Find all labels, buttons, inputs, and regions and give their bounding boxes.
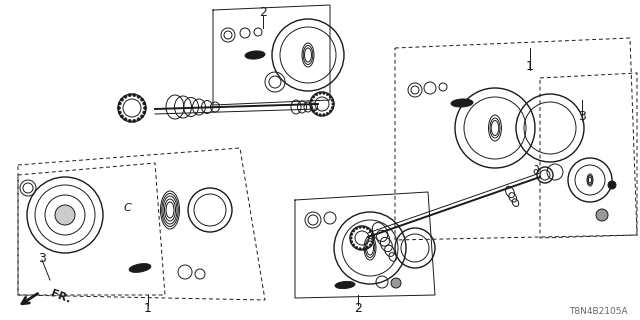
Text: FR.: FR. bbox=[49, 289, 72, 305]
Circle shape bbox=[351, 241, 353, 243]
Circle shape bbox=[310, 103, 312, 105]
Circle shape bbox=[332, 103, 334, 105]
Circle shape bbox=[55, 205, 75, 225]
Circle shape bbox=[120, 115, 124, 118]
Circle shape bbox=[366, 227, 369, 230]
Text: 1: 1 bbox=[144, 301, 152, 315]
Circle shape bbox=[366, 246, 369, 249]
Circle shape bbox=[120, 98, 124, 101]
Circle shape bbox=[353, 244, 355, 246]
Circle shape bbox=[371, 241, 374, 243]
Circle shape bbox=[372, 237, 374, 239]
Circle shape bbox=[140, 115, 143, 118]
Text: 1: 1 bbox=[526, 60, 534, 73]
Text: ∂: ∂ bbox=[532, 164, 540, 177]
Text: 3: 3 bbox=[578, 110, 586, 124]
Circle shape bbox=[369, 244, 372, 246]
Circle shape bbox=[143, 102, 146, 105]
Circle shape bbox=[326, 93, 329, 96]
Circle shape bbox=[355, 227, 358, 230]
Circle shape bbox=[608, 181, 616, 189]
Text: 2: 2 bbox=[259, 5, 267, 19]
Circle shape bbox=[137, 118, 140, 121]
Circle shape bbox=[143, 107, 147, 109]
Circle shape bbox=[329, 96, 332, 98]
Circle shape bbox=[312, 96, 315, 98]
Text: 2: 2 bbox=[354, 302, 362, 316]
Circle shape bbox=[143, 111, 146, 114]
Circle shape bbox=[350, 237, 352, 239]
Circle shape bbox=[316, 93, 317, 96]
Circle shape bbox=[118, 107, 120, 109]
Circle shape bbox=[363, 248, 365, 250]
Ellipse shape bbox=[129, 264, 151, 272]
Circle shape bbox=[331, 107, 333, 109]
Text: C: C bbox=[123, 203, 131, 213]
Circle shape bbox=[319, 92, 321, 94]
Circle shape bbox=[353, 230, 355, 232]
Ellipse shape bbox=[335, 281, 355, 289]
Circle shape bbox=[323, 114, 325, 116]
Circle shape bbox=[359, 226, 362, 228]
Circle shape bbox=[351, 233, 353, 236]
Circle shape bbox=[316, 112, 317, 115]
Circle shape bbox=[369, 230, 372, 232]
Circle shape bbox=[137, 95, 140, 98]
Circle shape bbox=[128, 119, 131, 122]
Circle shape bbox=[355, 246, 358, 249]
Circle shape bbox=[319, 114, 321, 116]
Circle shape bbox=[118, 102, 122, 105]
Ellipse shape bbox=[245, 51, 265, 59]
Circle shape bbox=[132, 94, 136, 97]
Text: 3: 3 bbox=[38, 252, 46, 265]
Circle shape bbox=[124, 118, 127, 121]
Circle shape bbox=[363, 226, 365, 228]
Circle shape bbox=[329, 110, 332, 112]
Circle shape bbox=[128, 94, 131, 97]
Circle shape bbox=[371, 233, 374, 236]
Circle shape bbox=[596, 209, 608, 221]
Circle shape bbox=[140, 98, 143, 101]
Circle shape bbox=[323, 92, 325, 94]
Circle shape bbox=[310, 99, 313, 101]
Circle shape bbox=[326, 112, 329, 115]
Ellipse shape bbox=[451, 99, 473, 107]
Circle shape bbox=[312, 110, 315, 112]
Circle shape bbox=[132, 119, 136, 122]
Circle shape bbox=[310, 107, 313, 109]
Circle shape bbox=[124, 95, 127, 98]
Circle shape bbox=[118, 111, 122, 114]
Circle shape bbox=[391, 278, 401, 288]
Text: T8N4B2105A: T8N4B2105A bbox=[570, 308, 628, 316]
Circle shape bbox=[331, 99, 333, 101]
Circle shape bbox=[359, 248, 362, 250]
